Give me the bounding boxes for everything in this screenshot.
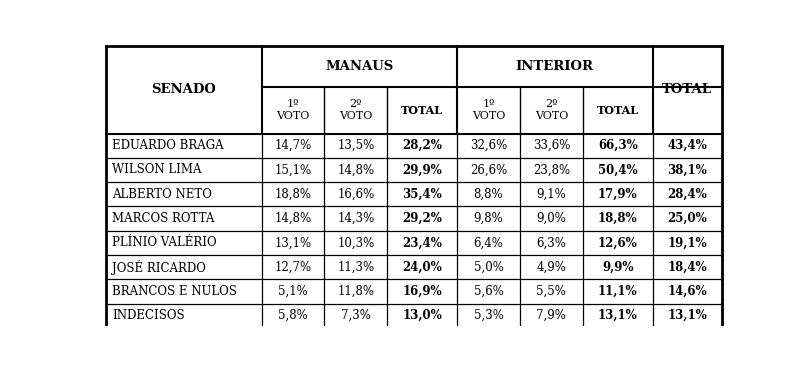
Text: TOTAL: TOTAL	[663, 83, 713, 96]
Text: 9,9%: 9,9%	[602, 261, 633, 274]
Text: 29,2%: 29,2%	[402, 212, 442, 225]
Text: 14,6%: 14,6%	[667, 285, 707, 298]
Text: 14,7%: 14,7%	[275, 139, 312, 152]
Text: 14,8%: 14,8%	[275, 212, 312, 225]
Text: 9,1%: 9,1%	[537, 188, 566, 201]
Text: 13,1%: 13,1%	[667, 309, 707, 322]
Text: 6,4%: 6,4%	[473, 236, 503, 249]
Text: 16,6%: 16,6%	[337, 188, 375, 201]
Text: ALBERTO NETO: ALBERTO NETO	[112, 188, 213, 201]
Text: 38,1%: 38,1%	[667, 164, 707, 176]
Text: SENADO: SENADO	[151, 83, 217, 96]
Text: TOTAL: TOTAL	[402, 105, 444, 116]
Text: 14,3%: 14,3%	[337, 212, 375, 225]
Text: 26,6%: 26,6%	[470, 164, 507, 176]
Text: 28,4%: 28,4%	[667, 188, 707, 201]
Text: PLÍNIO VALÉRIO: PLÍNIO VALÉRIO	[112, 236, 217, 249]
Text: 15,1%: 15,1%	[275, 164, 312, 176]
Text: 13,0%: 13,0%	[402, 309, 442, 322]
Text: 35,4%: 35,4%	[402, 188, 442, 201]
Text: 12,6%: 12,6%	[598, 236, 638, 249]
Text: 7,9%: 7,9%	[537, 309, 566, 322]
Text: 24,0%: 24,0%	[402, 261, 442, 274]
Text: 6,3%: 6,3%	[537, 236, 566, 249]
Text: 5,5%: 5,5%	[537, 285, 566, 298]
Text: 18,8%: 18,8%	[275, 188, 312, 201]
Text: BRANCOS E NULOS: BRANCOS E NULOS	[112, 285, 237, 298]
Text: 13,1%: 13,1%	[275, 236, 312, 249]
Text: 1º
VOTO: 1º VOTO	[472, 100, 505, 121]
Text: EDUARDO BRAGA: EDUARDO BRAGA	[112, 139, 224, 152]
Text: 13,1%: 13,1%	[598, 309, 638, 322]
Text: 29,9%: 29,9%	[402, 164, 442, 176]
Text: 1º
VOTO: 1º VOTO	[276, 100, 309, 121]
Text: 28,2%: 28,2%	[402, 139, 442, 152]
Text: 2º
VOTO: 2º VOTO	[535, 100, 568, 121]
Text: 17,9%: 17,9%	[598, 188, 638, 201]
Text: 11,8%: 11,8%	[338, 285, 374, 298]
Text: 9,0%: 9,0%	[537, 212, 566, 225]
Text: INTERIOR: INTERIOR	[516, 60, 594, 73]
Text: TOTAL: TOTAL	[596, 105, 638, 116]
Text: 16,9%: 16,9%	[402, 285, 442, 298]
Text: WILSON LIMA: WILSON LIMA	[112, 164, 202, 176]
Text: 2º
VOTO: 2º VOTO	[339, 100, 372, 121]
Text: 4,9%: 4,9%	[537, 261, 566, 274]
Text: 12,7%: 12,7%	[275, 261, 312, 274]
Text: MANAUS: MANAUS	[325, 60, 393, 73]
Text: 11,1%: 11,1%	[598, 285, 638, 298]
Text: 43,4%: 43,4%	[667, 139, 707, 152]
Text: 14,8%: 14,8%	[338, 164, 374, 176]
Text: INDECISOS: INDECISOS	[112, 309, 185, 322]
Text: 18,4%: 18,4%	[667, 261, 707, 274]
Text: 32,6%: 32,6%	[470, 139, 507, 152]
Text: 10,3%: 10,3%	[337, 236, 375, 249]
Text: 5,0%: 5,0%	[473, 261, 503, 274]
Text: 5,6%: 5,6%	[473, 285, 503, 298]
Text: 5,1%: 5,1%	[278, 285, 308, 298]
Text: 23,4%: 23,4%	[402, 236, 442, 249]
Text: 8,8%: 8,8%	[473, 188, 503, 201]
Text: 11,3%: 11,3%	[338, 261, 374, 274]
Text: 33,6%: 33,6%	[532, 139, 570, 152]
Text: 13,5%: 13,5%	[337, 139, 375, 152]
Text: 18,8%: 18,8%	[598, 212, 638, 225]
Text: 7,3%: 7,3%	[341, 309, 371, 322]
Text: 9,8%: 9,8%	[473, 212, 503, 225]
Text: 66,3%: 66,3%	[598, 139, 638, 152]
Text: 5,3%: 5,3%	[473, 309, 503, 322]
Text: 5,8%: 5,8%	[278, 309, 308, 322]
Text: 50,4%: 50,4%	[598, 164, 638, 176]
Text: MARCOS ROTTA: MARCOS ROTTA	[112, 212, 215, 225]
Text: JOSÉ RICARDO: JOSÉ RICARDO	[112, 259, 206, 274]
Text: 23,8%: 23,8%	[532, 164, 570, 176]
Text: 25,0%: 25,0%	[667, 212, 707, 225]
Text: 19,1%: 19,1%	[667, 236, 707, 249]
